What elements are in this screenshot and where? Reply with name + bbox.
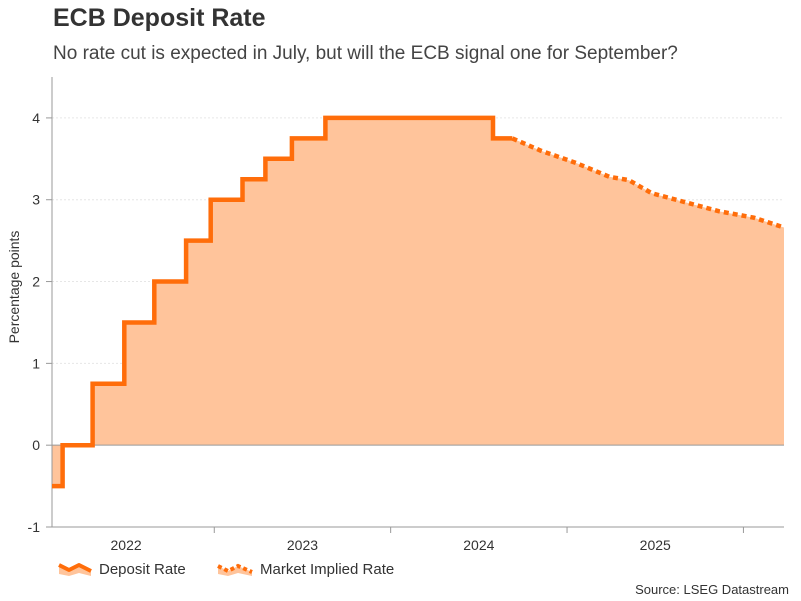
chart-subtitle: No rate cut is expected in July, but wil… <box>53 43 678 64</box>
legend-label-market-implied-rate: Market Implied Rate <box>260 560 395 578</box>
deposit-rate-line <box>52 115 513 489</box>
y-tick-label: 2 <box>32 274 40 290</box>
legend-item-market-implied-rate[interactable]: Market Implied Rate <box>216 557 394 581</box>
market-implied-rate-line <box>511 136 785 230</box>
legend-item-deposit-rate[interactable]: Deposit Rate <box>57 557 186 581</box>
y-tick-label: 0 <box>32 437 40 453</box>
source-note: Source: LSEG Datastream <box>635 582 789 597</box>
x-tick-label: 2025 <box>640 537 671 553</box>
y-tick-label: 4 <box>32 110 40 126</box>
area-fill <box>52 117 784 487</box>
y-tick-label: -1 <box>28 519 41 535</box>
legend-label-deposit-rate: Deposit Rate <box>99 560 186 578</box>
chart-title: ECB Deposit Rate <box>53 4 266 32</box>
y-axis-title: Percentage points <box>6 231 22 344</box>
axes: -1 0 1 2 3 4 2022 2023 2024 2025 <box>28 77 784 553</box>
y-tick-label: 1 <box>32 355 40 371</box>
area-fill-layer <box>52 117 784 487</box>
x-tick-label: 2022 <box>111 537 142 553</box>
dotted-line-legend-icon <box>217 563 253 576</box>
y-tick-label: 3 <box>32 192 40 208</box>
solid-line-legend-icon <box>58 563 92 576</box>
x-tick-label: 2024 <box>463 537 494 553</box>
x-tick-label: 2023 <box>287 537 318 553</box>
series-layer <box>52 115 785 489</box>
